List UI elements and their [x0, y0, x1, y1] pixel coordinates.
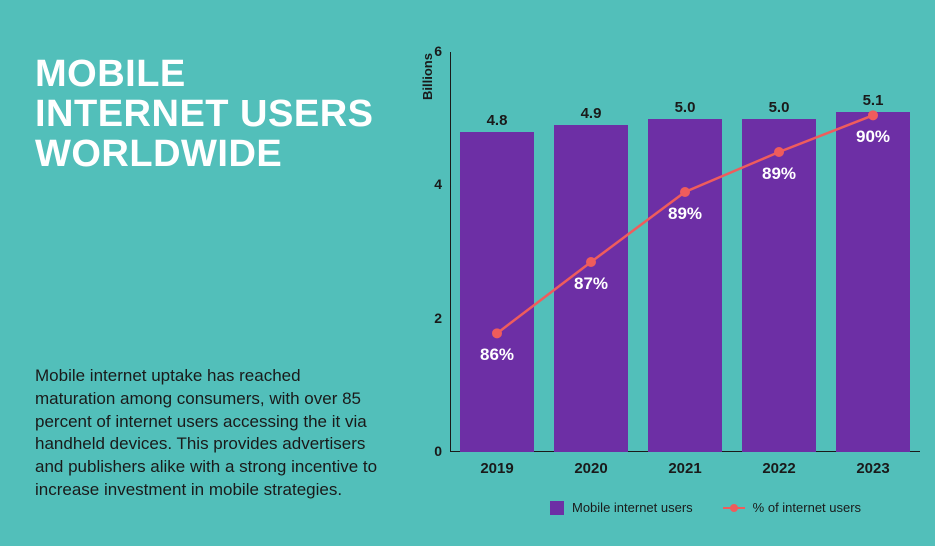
legend-label: % of internet users: [753, 500, 861, 515]
y-tick: 0: [422, 443, 442, 459]
legend-item: Mobile internet users: [550, 500, 693, 515]
percent-label: 89%: [660, 204, 710, 224]
percent-label: 90%: [848, 127, 898, 147]
x-tick-label: 2021: [655, 460, 715, 477]
x-tick-label: 2019: [467, 460, 527, 477]
bar-value-label: 5.0: [660, 99, 710, 116]
percent-label: 86%: [472, 345, 522, 365]
x-tick-label: 2020: [561, 460, 621, 477]
bar-value-label: 5.0: [754, 99, 804, 116]
y-axis-label: Billions: [420, 53, 435, 100]
x-tick-label: 2023: [843, 460, 903, 477]
bar: [648, 119, 721, 452]
legend-item: % of internet users: [723, 500, 861, 515]
y-tick: 2: [422, 310, 442, 326]
percent-label: 87%: [566, 274, 616, 294]
x-tick-label: 2022: [749, 460, 809, 477]
legend-label: Mobile internet users: [572, 500, 693, 515]
y-tick: 4: [422, 176, 442, 192]
legend: Mobile internet users % of internet users: [550, 500, 861, 515]
bar: [836, 112, 909, 452]
bar-value-label: 5.1: [848, 92, 898, 109]
bar-value-label: 4.9: [566, 105, 616, 122]
legend-swatch-line: [723, 507, 745, 509]
chart: 0246Billions4.820194.920205.020215.02022…: [0, 0, 935, 546]
percent-label: 89%: [754, 164, 804, 184]
bar: [460, 132, 533, 452]
legend-swatch-square: [550, 501, 564, 515]
bar-value-label: 4.8: [472, 112, 522, 129]
